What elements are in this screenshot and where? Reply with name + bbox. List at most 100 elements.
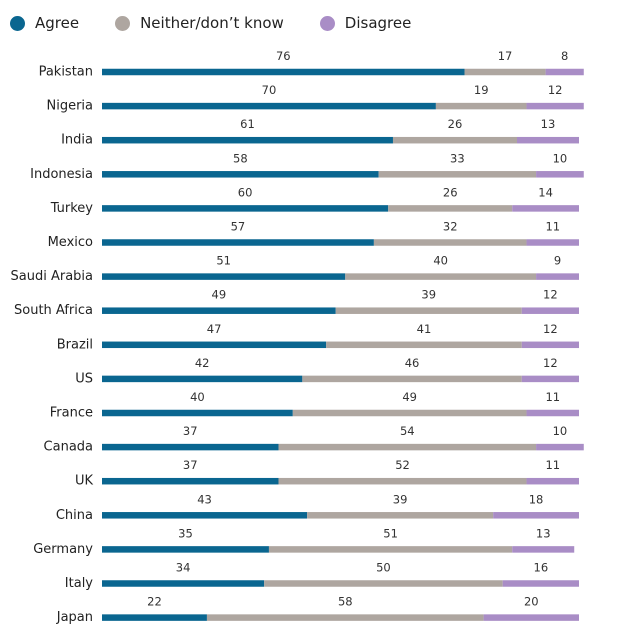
bar-mexico-disagree [526, 239, 579, 246]
bar-south-africa-agree [102, 307, 336, 314]
bar-uk-disagree [526, 477, 579, 485]
legend-item-neither: Neither/don’t know [115, 14, 284, 32]
data-label-italy-disagree: 16 [534, 561, 549, 575]
data-label-japan-agree: 22 [147, 595, 162, 609]
category-label-india: India [61, 133, 93, 148]
bar-brazil-neither-don-t-know [326, 341, 522, 349]
data-label-turkey-agree: 60 [238, 185, 253, 199]
bar-canada-disagree [536, 443, 584, 451]
data-label-france-neither-don-t-know: 49 [402, 390, 417, 404]
data-label-canada-neither-don-t-know: 54 [400, 424, 415, 438]
data-label-pakistan-disagree: 8 [561, 49, 568, 63]
data-label-mexico-agree: 57 [231, 220, 246, 234]
bar-india-disagree [516, 136, 579, 144]
category-label-south-africa: South Africa [14, 303, 93, 318]
data-label-france-disagree: 11 [545, 390, 560, 404]
data-label-south-africa-disagree: 12 [543, 288, 558, 302]
legend-label-agree: Agree [35, 14, 80, 32]
data-label-uk-neither-don-t-know: 52 [395, 458, 410, 472]
data-label-brazil-disagree: 12 [543, 322, 558, 336]
legend-swatch-neither [115, 15, 131, 31]
bar-saudi-arabia-neither-don-t-know [345, 273, 537, 280]
data-label-south-africa-neither-don-t-know: 39 [421, 288, 436, 302]
legend-item-disagree: Disagree [319, 14, 412, 32]
category-label-italy: Italy [65, 576, 94, 591]
data-label-us-neither-don-t-know: 46 [405, 356, 420, 370]
data-label-pakistan-neither-don-t-know: 17 [498, 49, 513, 63]
bar-canada-neither-don-t-know [278, 443, 537, 451]
data-label-germany-agree: 35 [178, 526, 193, 540]
bar-south-africa-disagree [521, 307, 579, 314]
bar-france-disagree [526, 409, 579, 417]
data-label-us-disagree: 12 [543, 356, 558, 370]
data-label-saudi-arabia-neither-don-t-know: 40 [433, 254, 448, 268]
bar-nigeria-disagree [526, 102, 584, 110]
data-label-canada-disagree: 10 [553, 424, 568, 438]
category-label-uk: UK [75, 474, 94, 489]
data-label-mexico-neither-don-t-know: 32 [443, 220, 458, 234]
bar-canada-agree [102, 443, 279, 451]
bar-china-neither-don-t-know [307, 512, 494, 519]
data-label-japan-neither-don-t-know: 58 [338, 595, 353, 609]
bar-pakistan-neither-don-t-know [464, 68, 546, 76]
bar-italy-agree [102, 580, 265, 587]
data-label-germany-neither-don-t-know: 51 [383, 526, 398, 540]
category-label-us: US [75, 371, 93, 386]
bar-brazil-agree [102, 341, 327, 349]
legend: Agree Neither/don’t know Disagree [10, 11, 447, 35]
data-label-nigeria-agree: 70 [262, 83, 277, 97]
data-label-uk-disagree: 11 [545, 458, 560, 472]
legend-item-agree: Agree [10, 14, 79, 32]
data-label-china-neither-don-t-know: 39 [393, 492, 408, 506]
bar-saudi-arabia-agree [102, 273, 346, 280]
data-label-india-disagree: 13 [541, 117, 556, 131]
bar-france-agree [102, 409, 293, 417]
data-label-germany-disagree: 13 [536, 526, 551, 540]
data-label-indonesia-disagree: 10 [553, 151, 568, 165]
data-label-turkey-neither-don-t-know: 26 [443, 185, 458, 199]
bar-germany-neither-don-t-know [268, 546, 513, 553]
bar-turkey-agree [102, 205, 389, 212]
data-label-nigeria-neither-don-t-know: 19 [474, 83, 489, 97]
data-label-france-agree: 40 [190, 390, 205, 404]
bar-pakistan-disagree [545, 68, 584, 76]
category-label-canada: Canada [44, 440, 93, 455]
bar-japan-neither-don-t-know [206, 614, 484, 621]
data-label-nigeria-disagree: 12 [548, 83, 563, 97]
category-label-china: China [56, 508, 93, 523]
data-label-china-disagree: 18 [529, 492, 544, 506]
legend-swatch-disagree [319, 15, 335, 31]
category-label-indonesia: Indonesia [30, 167, 93, 182]
data-label-japan-disagree: 20 [524, 595, 539, 609]
bar-uk-neither-don-t-know [278, 477, 527, 485]
bar-uk-agree [102, 477, 279, 485]
bar-nigeria-agree [102, 102, 436, 110]
data-label-saudi-arabia-disagree: 9 [554, 254, 561, 268]
bar-pakistan-agree [102, 68, 465, 76]
data-label-canada-agree: 37 [183, 424, 198, 438]
data-label-italy-agree: 34 [176, 561, 191, 575]
data-label-brazil-agree: 47 [207, 322, 222, 336]
data-label-turkey-disagree: 14 [538, 185, 553, 199]
data-label-uk-agree: 37 [183, 458, 198, 472]
bar-indonesia-agree [102, 171, 379, 178]
bar-mexico-neither-don-t-know [373, 239, 527, 246]
bar-south-africa-neither-don-t-know [335, 307, 522, 314]
data-label-pakistan-agree: 76 [276, 49, 291, 63]
category-label-pakistan: Pakistan [39, 65, 93, 80]
data-label-mexico-disagree: 11 [545, 220, 560, 234]
bar-turkey-disagree [512, 205, 579, 212]
legend-label-disagree: Disagree [344, 14, 412, 32]
bar-mexico-agree [102, 239, 374, 246]
bar-china-agree [102, 512, 308, 519]
data-label-us-agree: 42 [195, 356, 210, 370]
data-label-south-africa-agree: 49 [212, 288, 227, 302]
data-label-brazil-neither-don-t-know: 41 [417, 322, 432, 336]
legend-label-neither: Neither/don’t know [140, 14, 284, 32]
category-label-nigeria: Nigeria [46, 99, 93, 114]
bar-india-agree [102, 136, 393, 144]
data-label-india-agree: 61 [240, 117, 255, 131]
bar-italy-neither-don-t-know [264, 580, 503, 587]
bar-indonesia-disagree [536, 171, 584, 178]
